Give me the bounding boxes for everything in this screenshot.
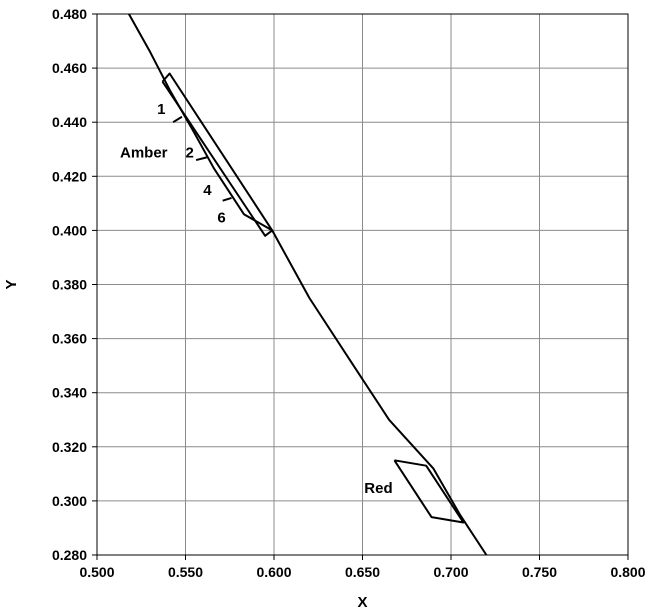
y-tick-label: 0.400 (52, 222, 87, 238)
y-tick-label: 0.460 (52, 60, 87, 76)
annotation-label: 4 (203, 182, 212, 199)
y-tick-label: 0.300 (52, 493, 87, 509)
y-tick-label: 0.320 (52, 439, 87, 455)
annotation-label: Red (364, 480, 392, 497)
x-tick-label: 0.700 (433, 564, 468, 580)
x-tick-label: 0.800 (610, 564, 645, 580)
annotation-label: 1 (157, 101, 165, 118)
y-axis-ticks: 0.280 0.300 0.320 0.340 0.360 0.380 0.400 0.420… (52, 6, 97, 563)
y-tick-label: 0.480 (52, 6, 87, 22)
y-tick-label: 0.440 (52, 114, 87, 130)
x-tick-label: 0.750 (522, 564, 557, 580)
x-tick-label: 0.650 (345, 564, 380, 580)
x-axis-title: X (357, 594, 367, 611)
annotation-label: Amber (120, 144, 168, 161)
y-tick-label: 0.380 (52, 277, 87, 293)
y-tick-label: 0.280 (52, 547, 87, 563)
x-axis-ticks: 0.500 0.550 0.600 0.650 0.700 0.750 0.800 (79, 555, 646, 580)
y-axis-title: Y (3, 279, 20, 289)
y-tick-label: 0.420 (52, 168, 87, 184)
annotation-layer: 1 Amber 2 46 Red (120, 101, 393, 497)
y-tick-label: 0.360 (52, 331, 87, 347)
grid (97, 14, 628, 555)
annotation-label: 2 (186, 144, 194, 161)
series-layer (128, 13, 488, 556)
x-tick-label: 0.600 (256, 564, 291, 580)
boundary-layer (172, 115, 232, 202)
amber-division-line (222, 196, 232, 202)
amber-division-line (172, 115, 183, 124)
y-tick-label: 0.340 (52, 385, 87, 401)
amber-region (161, 72, 274, 237)
amber-division-line (195, 156, 207, 162)
annotation-label: 6 (217, 209, 225, 226)
red-region (393, 459, 465, 524)
x-tick-label: 0.500 (79, 564, 114, 580)
x-tick-label: 0.550 (168, 564, 203, 580)
